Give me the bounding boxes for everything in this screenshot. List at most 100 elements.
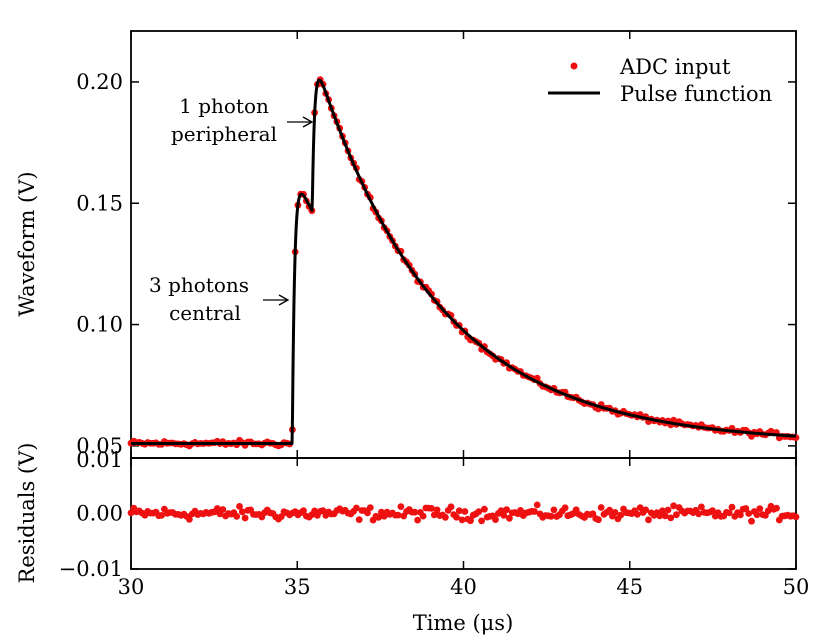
annotation-3-photons-line2: central [169, 301, 241, 325]
residual-point [236, 503, 243, 510]
residual-point [428, 505, 435, 512]
residual-point [737, 511, 744, 519]
residual-point [695, 510, 702, 518]
y-axis-title-main: Waveform (V) [15, 171, 39, 316]
residual-point [213, 505, 221, 512]
legend-label-adc-input: ADC input [619, 55, 731, 79]
residual-point [606, 506, 613, 514]
residual-point [664, 506, 672, 514]
residual-point [611, 509, 619, 516]
residual-point [642, 506, 650, 514]
residual-point [241, 514, 249, 522]
residual-point [419, 512, 427, 520]
y-tick-label-residuals: 0.00 [76, 502, 123, 526]
residual-point [503, 506, 510, 514]
residual-point [219, 506, 227, 513]
residual-point [533, 501, 541, 509]
residual-point [158, 512, 166, 519]
residual-point [725, 509, 733, 517]
residual-point [453, 513, 460, 521]
residual-point [414, 516, 421, 524]
residual-point [447, 503, 455, 511]
residual-point [670, 502, 677, 510]
x-tick-label: 45 [616, 575, 643, 599]
residual-data-marks [127, 501, 800, 525]
x-tick-label: 40 [450, 575, 477, 599]
pulse-function-line [129, 78, 798, 445]
residual-point [375, 514, 382, 521]
residual-point [478, 517, 485, 525]
x-tick-label: 50 [783, 575, 810, 599]
residual-point [656, 512, 664, 520]
legend-marker-adc-input [570, 62, 578, 70]
residual-point [756, 505, 764, 512]
residual-point [455, 507, 463, 515]
y-tick-label-main: 0.10 [76, 313, 123, 337]
residual-point [753, 511, 761, 519]
legend-label-pulse-function: Pulse function [620, 82, 772, 106]
residual-point [745, 510, 753, 517]
annotation-1-photon-arrowhead [302, 116, 314, 128]
residual-point [364, 509, 371, 517]
residual-point [233, 513, 241, 520]
residual-point [394, 511, 402, 519]
residual-point [531, 508, 538, 515]
x-tick-label: 30 [118, 575, 145, 599]
residual-point [411, 508, 419, 516]
residual-point [792, 513, 800, 521]
y-axis-title-residuals: Residuals (V) [15, 443, 39, 584]
residual-point [517, 507, 524, 514]
y-tick-label-main: 0.20 [76, 70, 123, 94]
residual-point [238, 508, 246, 516]
residual-point [773, 504, 780, 512]
residual-point [595, 516, 602, 524]
residual-point [467, 517, 474, 525]
y-tick-label-residuals: 0.01 [76, 448, 123, 472]
annotation-1-photon: 1 photon peripheral [171, 94, 314, 146]
annotation-3-photons-arrowhead [278, 294, 290, 306]
residual-point [500, 512, 508, 519]
residual-point [547, 512, 555, 520]
residual-point [617, 511, 625, 519]
annotation-1-photon-line2: peripheral [171, 122, 277, 146]
residual-point [673, 511, 680, 519]
residual-point [492, 516, 499, 523]
annotation-3-photons: 3 photons central [149, 273, 290, 325]
residual-point [481, 505, 488, 513]
residual-point [355, 516, 363, 523]
annotation-1-photon-line1: 1 photon [179, 94, 269, 118]
x-tick-label: 35 [284, 575, 311, 599]
residual-point [461, 508, 469, 515]
main-data-marks [127, 76, 800, 450]
residual-point [634, 511, 641, 518]
y-tick-label-main: 0.15 [76, 191, 123, 215]
residual-point [597, 504, 605, 511]
residual-point [433, 506, 441, 514]
residual-point [353, 504, 360, 512]
residual-point [728, 503, 736, 511]
annotation-3-photons-line1: 3 photons [149, 273, 249, 297]
residual-point [561, 504, 569, 512]
residual-point [661, 512, 669, 520]
residual-point [550, 506, 558, 514]
residual-point [430, 511, 438, 519]
residual-point [667, 514, 675, 522]
residual-point [659, 507, 666, 515]
residual-point [698, 503, 705, 511]
residual-point [366, 504, 374, 511]
x-axis-title: Time (μs) [413, 611, 514, 635]
residual-point [458, 516, 466, 524]
residual-point [748, 517, 755, 525]
residual-point [186, 516, 193, 523]
residual-point [506, 514, 513, 522]
y-tick-label-residuals: −0.01 [59, 557, 123, 581]
residual-point [300, 507, 307, 514]
residual-point [742, 505, 750, 512]
legend: ADC input Pulse function [548, 55, 772, 106]
residual-point [709, 507, 716, 514]
y-tick-label-main: 0.05 [76, 434, 123, 458]
residual-point [645, 516, 652, 524]
ticks-layer: 30 35 40 45 50 0.05 0.10 0.15 0.20 −0.01 0.00 0.01 [59, 31, 810, 599]
residual-point [397, 503, 405, 510]
